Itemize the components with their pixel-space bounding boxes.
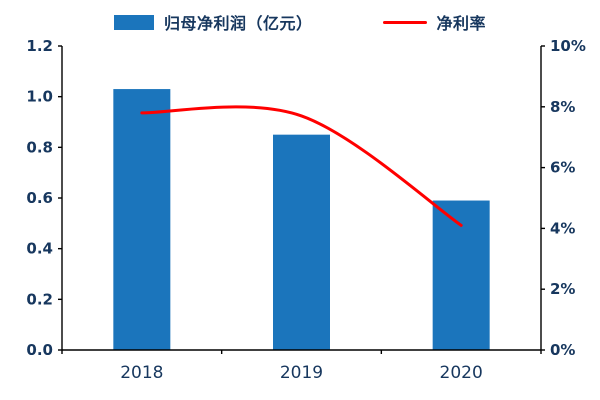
legend-item-net-margin: 净利率 (382, 10, 487, 34)
bar-series-swatch (113, 14, 154, 30)
net-margin-line (140, 105, 463, 227)
y-right-tick-label: 8% (550, 98, 575, 116)
y-right-tick-label: 0% (550, 341, 575, 359)
y-left-tick-label: 0.0 (26, 341, 53, 359)
y-left-tick-label: 0.2 (26, 290, 53, 308)
bar-2018 (113, 89, 171, 351)
y-left-tick-label: 0.6 (26, 189, 53, 207)
x-category-label: 2018 (120, 363, 163, 383)
y-left-tick-label: 0.4 (26, 240, 53, 258)
y-left-tick-label: 1.0 (26, 88, 53, 106)
y-left-tick-label: 0.8 (26, 138, 53, 156)
y-right-tick-label: 10% (550, 37, 586, 55)
y-right-tick-label: 6% (550, 159, 575, 177)
bar-2019 (273, 134, 330, 350)
x-category-label: 2020 (440, 363, 483, 383)
chart-legend: 归母净利润（亿元） 净利率 (0, 10, 600, 34)
bar-2020 (432, 200, 490, 350)
legend-label-net-margin: 净利率 (436, 14, 487, 33)
x-category-label: 2019 (280, 363, 323, 383)
y-right-tick-label: 4% (550, 219, 575, 237)
y-left-tick-label: 1.2 (26, 37, 53, 55)
line-series-swatch (382, 20, 427, 24)
y-right-tick-label: 2% (550, 280, 575, 298)
legend-item-net-profit: 归母净利润（亿元） (113, 10, 313, 34)
legend-label-net-profit: 归母净利润（亿元） (163, 14, 313, 33)
